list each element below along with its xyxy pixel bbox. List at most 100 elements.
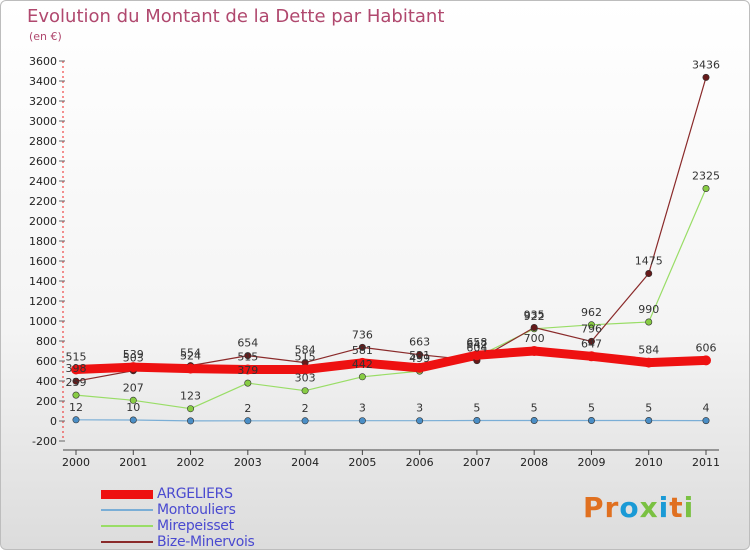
data-label-argeliers: 531 [409,349,430,362]
data-point-bize-minervois [358,343,366,351]
legend-label-bize-minervois: Bize-Minervois [157,534,255,550]
data-point-mirepeisset [358,373,366,381]
data-label-mirepeisset: 123 [180,390,201,403]
x-tick-label: 2005 [348,456,376,469]
data-point-montouliers [702,417,710,425]
x-tick-label: 2010 [635,456,663,469]
series-line-argeliers [71,346,711,374]
data-point-montouliers [72,416,80,424]
logo-letter: i [658,491,670,524]
logo-letter: o [619,491,640,524]
y-tick-label: -200 [32,435,57,448]
data-label-argeliers: 606 [696,341,717,354]
y-tick-label: 1800 [29,235,57,248]
y-tick-label: 200 [36,395,57,408]
y-tick-label: 1600 [29,255,57,268]
data-point-argeliers [242,364,253,375]
x-tick-label: 2006 [406,456,434,469]
data-label-bize-minervois: 3436 [692,58,720,71]
data-point-mirepeisset [645,318,653,326]
data-label-mirepeisset: 499 [409,352,430,365]
data-point-montouliers [587,416,595,424]
y-tick-label: 400 [36,375,57,388]
x-tick-label: 2000 [62,456,90,469]
data-label-montouliers: 5 [645,402,652,415]
data-label-mirepeisset: 990 [638,303,659,316]
data-point-argeliers [357,357,368,368]
data-point-mirepeisset [187,405,195,413]
proxiti-logo: Proxiti [583,491,694,524]
legend: ARGELIERS Montouliers Mirepeisset Bize-M… [101,486,255,550]
logo-letter: t [669,491,684,524]
data-point-bize-minervois [530,323,538,331]
data-point-montouliers [129,416,137,424]
data-point-montouliers [530,416,538,424]
data-label-mirepeisset: 442 [352,358,373,371]
y-tick-label: 3200 [29,95,57,108]
legend-item-montouliers: Montouliers [101,502,255,518]
data-point-mirepeisset [702,185,710,193]
logo-letter: P [583,491,605,524]
data-label-argeliers: 581 [352,344,373,357]
legend-swatch-montouliers [101,509,153,511]
x-tick-label: 2004 [291,456,319,469]
x-tick-label: 2011 [692,456,720,469]
data-label-argeliers: 515 [66,351,87,364]
y-tick-label: 1400 [29,275,57,288]
series-line-bize-minervois [75,76,707,382]
data-point-mirepeisset [129,396,137,404]
data-label-mirepeisset: 379 [237,364,258,377]
data-label-montouliers: 3 [359,402,366,415]
data-point-montouliers [187,417,195,425]
legend-item-mirepeisset: Mirepeisset [101,518,255,534]
data-point-montouliers [473,416,481,424]
data-label-montouliers: 2 [244,402,251,415]
data-label-mirepeisset: 303 [295,372,316,385]
data-label-argeliers: 658 [466,336,487,349]
data-label-bize-minervois: 663 [409,336,430,349]
y-tick-label: 2600 [29,155,57,168]
legend-item-argeliers: ARGELIERS [101,486,255,502]
legend-swatch-bize-minervois [101,541,153,543]
data-label-bize-minervois: 736 [352,328,373,341]
data-label-bize-minervois: 554 [180,347,201,360]
x-tick-label: 2009 [577,456,605,469]
data-label-argeliers: 524 [180,350,201,363]
logo-letter: r [604,491,620,524]
data-label-montouliers: 2 [302,402,309,415]
data-point-argeliers [529,346,540,356]
data-label-mirepeisset: 962 [581,306,602,319]
data-point-montouliers [416,417,424,425]
data-point-bize-minervois [645,269,653,277]
data-label-bize-minervois: 604 [466,342,487,355]
data-label-bize-minervois: 584 [295,344,316,357]
data-point-mirepeisset [72,391,80,399]
data-point-bize-minervois [416,351,424,359]
data-label-mirepeisset: 642 [466,338,487,351]
data-label-bize-minervois: 398 [66,362,87,375]
data-point-argeliers [128,362,139,373]
y-tick-label: 3600 [29,55,57,68]
y-tick-label: 800 [36,335,57,348]
legend-swatch-mirepeisset [101,525,153,527]
data-point-mirepeisset [244,379,252,387]
y-tick-label: 600 [36,355,57,368]
data-point-montouliers [301,417,309,425]
data-label-argeliers: 539 [123,348,144,361]
series-line-montouliers [75,419,707,422]
data-label-argeliers: 584 [638,344,659,357]
data-label-argeliers: 647 [581,337,602,350]
data-label-argeliers: 700 [524,332,545,345]
data-label-montouliers: 5 [588,402,595,415]
data-point-montouliers [645,416,653,424]
data-point-argeliers [185,363,196,374]
y-tick-label: 1000 [29,315,57,328]
data-label-montouliers: 10 [126,401,140,414]
y-tick-label: 2200 [29,195,57,208]
legend-label-montouliers: Montouliers [157,502,236,518]
data-point-bize-minervois [244,352,252,360]
data-point-argeliers [300,364,311,375]
data-point-argeliers [643,357,654,368]
